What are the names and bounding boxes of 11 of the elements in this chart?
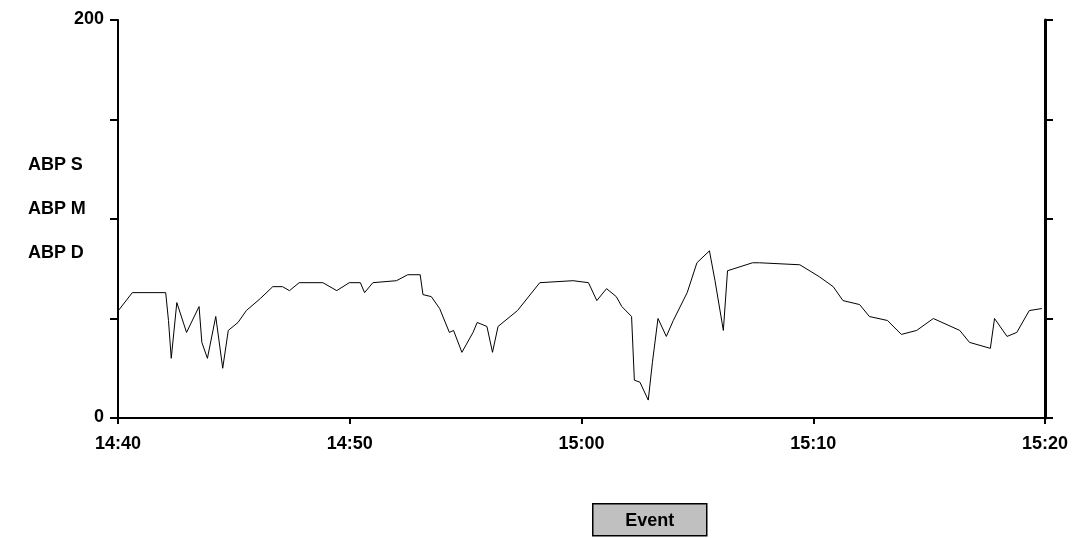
x-tick-label: 15:20 <box>1021 433 1069 453</box>
y-tick-label: 200 <box>73 8 105 28</box>
text: ABP D <box>28 242 84 262</box>
x-tick-label: 14:40 <box>94 433 142 453</box>
y-tick-label: 0 <box>93 406 104 426</box>
x-tick-label: 15:00 <box>558 433 605 453</box>
x-tick-label: 15:10 <box>790 433 837 453</box>
text: ABP M <box>28 198 86 218</box>
x-tick-label: 14:50 <box>326 433 373 453</box>
text: Event <box>625 509 675 530</box>
text: ABP S <box>28 154 83 174</box>
